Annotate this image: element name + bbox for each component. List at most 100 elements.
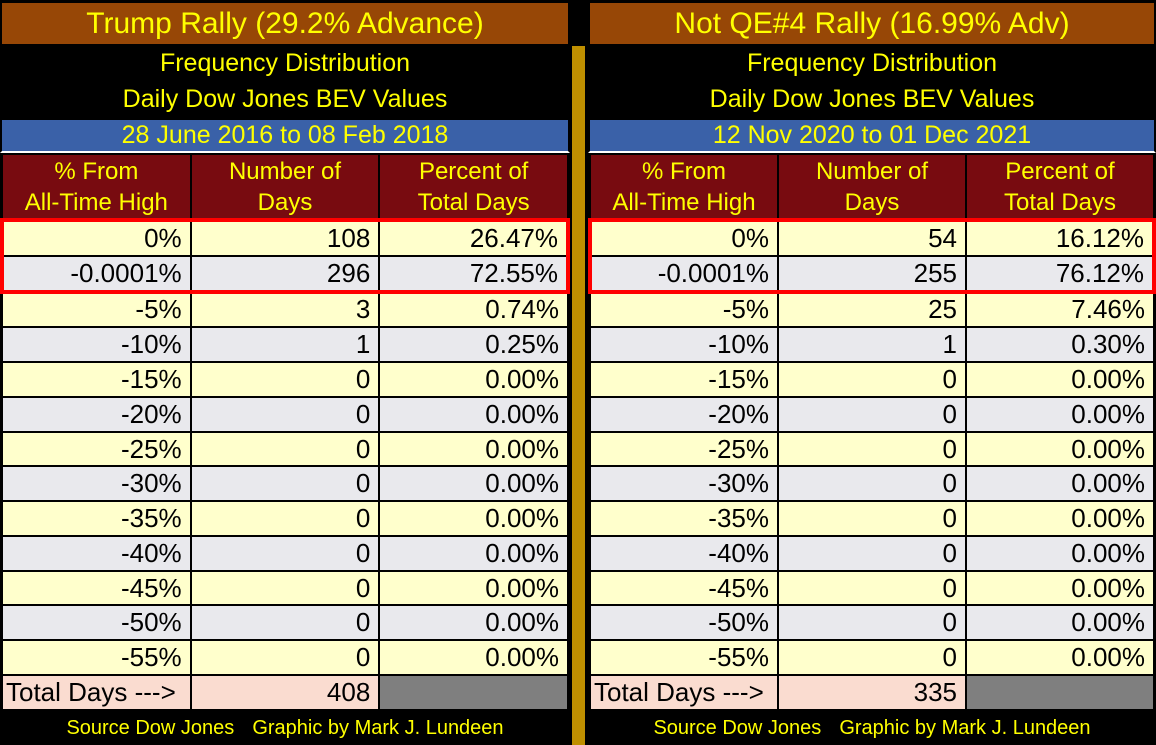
bev-cell: 0% [588,218,779,257]
credit-text: Graphic by Mark J. Lundeen [252,716,504,739]
table-footer: Total Days ---> 335 [589,674,1155,711]
col-header-line: Total Days [417,188,530,216]
col-header-line: Number of [815,157,929,185]
days-cell: 255 [777,254,967,294]
table-row: -30% 0 0.00% [1,465,569,503]
days-cell: 25 [777,290,967,329]
bev-cell: -10% [589,326,779,364]
bev-cell: -30% [1,465,192,503]
bev-cell: -55% [1,639,192,676]
table-row: -35% 0 0.00% [1,500,569,537]
bev-cell: -5% [589,290,779,329]
table-row: -40% 0 0.00% [1,534,569,572]
table-row: -15% 0 0.00% [589,361,1155,398]
bev-cell: -35% [589,500,779,537]
days-cell: 0 [777,604,967,642]
bev-cell: -25% [1,430,192,468]
col-header-bev: % From All-Time High [1,153,192,221]
bev-cell: -5% [1,290,192,329]
source-text: Source Dow Jones [66,716,235,739]
percent-cell: 0.00% [378,395,569,433]
table-row: -5% 25 7.46% [589,290,1155,329]
col-header-line: Days [257,188,313,216]
days-cell: 0 [189,569,381,607]
bev-cell: -20% [589,395,779,433]
date-range: 12 Nov 2020 to 01 Dec 2021 [588,118,1156,153]
subtitle-line-1: Frequency Distribution [746,48,998,77]
date-range: 28 June 2016 to 08 Feb 2018 [0,118,570,153]
bev-cell: -40% [1,534,192,572]
panel-divider [570,0,588,745]
percent-cell: 0.00% [965,465,1155,503]
bev-cell: -45% [1,569,192,607]
col-header-days: Number of Days [189,153,381,221]
freq-table: % From All-Time High Number of Days Perc… [588,153,1156,711]
percent-cell: 0.00% [378,500,569,537]
days-cell: 1 [777,326,967,364]
bev-cell: -50% [589,604,779,642]
bev-cell: -15% [589,361,779,398]
panel-title: Trump Rally (29.2% Advance) [2,3,568,44]
days-cell: 0 [777,639,967,676]
percent-cell: 0.00% [965,395,1155,433]
table-row: -0.0001% 296 72.55% [0,254,570,294]
percent-cell: 26.47% [378,218,570,257]
percent-cell: 0.00% [965,604,1155,642]
table-row: -35% 0 0.00% [589,500,1155,537]
percent-cell: 0.74% [378,290,569,329]
bev-cell: -30% [589,465,779,503]
percent-cell: 0.25% [378,326,569,364]
table-row: -20% 0 0.00% [589,395,1155,433]
percent-cell: 0.00% [965,361,1155,398]
table-row: -50% 0 0.00% [1,604,569,642]
source-bar: Source Dow Jones Graphic by Mark J. Lund… [588,711,1156,745]
table-row: 0% 54 16.12% [588,218,1156,257]
header-row: % From All-Time High Number of Days Perc… [589,153,1155,221]
bev-cell: -55% [589,639,779,676]
panel-subtitle: Frequency Distribution Daily Dow Jones B… [0,44,570,118]
col-header-percent: Percent of Total Days [378,153,569,221]
table-header: % From All-Time High Number of Days Perc… [589,153,1155,221]
table-row: -45% 0 0.00% [1,569,569,607]
days-cell: 0 [189,395,381,433]
percent-cell: 0.00% [378,569,569,607]
table-row: -50% 0 0.00% [589,604,1155,642]
table-body: 0% 108 26.47% -0.0001% 296 72.55% -5% 3 0.74% -10… [0,218,570,676]
subtitle-line-2: Daily Dow Jones BEV Values [122,84,448,113]
days-cell: 0 [777,500,967,537]
freq-table: % From All-Time High Number of Days Perc… [0,153,570,711]
days-cell: 0 [189,639,381,676]
percent-cell: 7.46% [965,290,1155,329]
col-header-line: % From [642,157,726,185]
days-cell: 1 [189,326,381,364]
table-wrap: % From All-Time High Number of Days Perc… [588,153,1156,711]
total-row: Total Days ---> 408 [1,674,569,711]
total-days-label: Total Days ---> [589,674,779,711]
panel-subtitle: Frequency Distribution Daily Dow Jones B… [588,44,1156,118]
table-row: -55% 0 0.00% [589,639,1155,676]
percent-cell: 0.00% [378,534,569,572]
table-row: 0% 108 26.47% [0,218,570,257]
days-cell: 0 [189,361,381,398]
col-header-line: All-Time High [612,188,756,216]
panel-not-qe4-rally: Not QE#4 Rally (16.99% Adv) Frequency Di… [588,0,1156,745]
percent-cell: 0.00% [965,534,1155,572]
days-cell: 0 [777,361,967,398]
days-cell: 296 [189,254,381,294]
gold-divider-bar [572,46,585,745]
percent-cell: 72.55% [378,254,570,294]
days-cell: 0 [777,395,967,433]
col-header-days: Number of Days [777,153,967,221]
percent-cell: 0.30% [965,326,1155,364]
percent-cell: 0.00% [378,361,569,398]
bev-cell: -25% [589,430,779,468]
col-header-line: Percent of [1005,157,1115,185]
days-cell: 0 [777,465,967,503]
subtitle-line-1: Frequency Distribution [159,48,411,77]
percent-cell: 0.00% [378,639,569,676]
table-row: -25% 0 0.00% [1,430,569,468]
total-empty-cell [965,674,1155,711]
days-cell: 0 [189,465,381,503]
days-cell: 0 [189,500,381,537]
